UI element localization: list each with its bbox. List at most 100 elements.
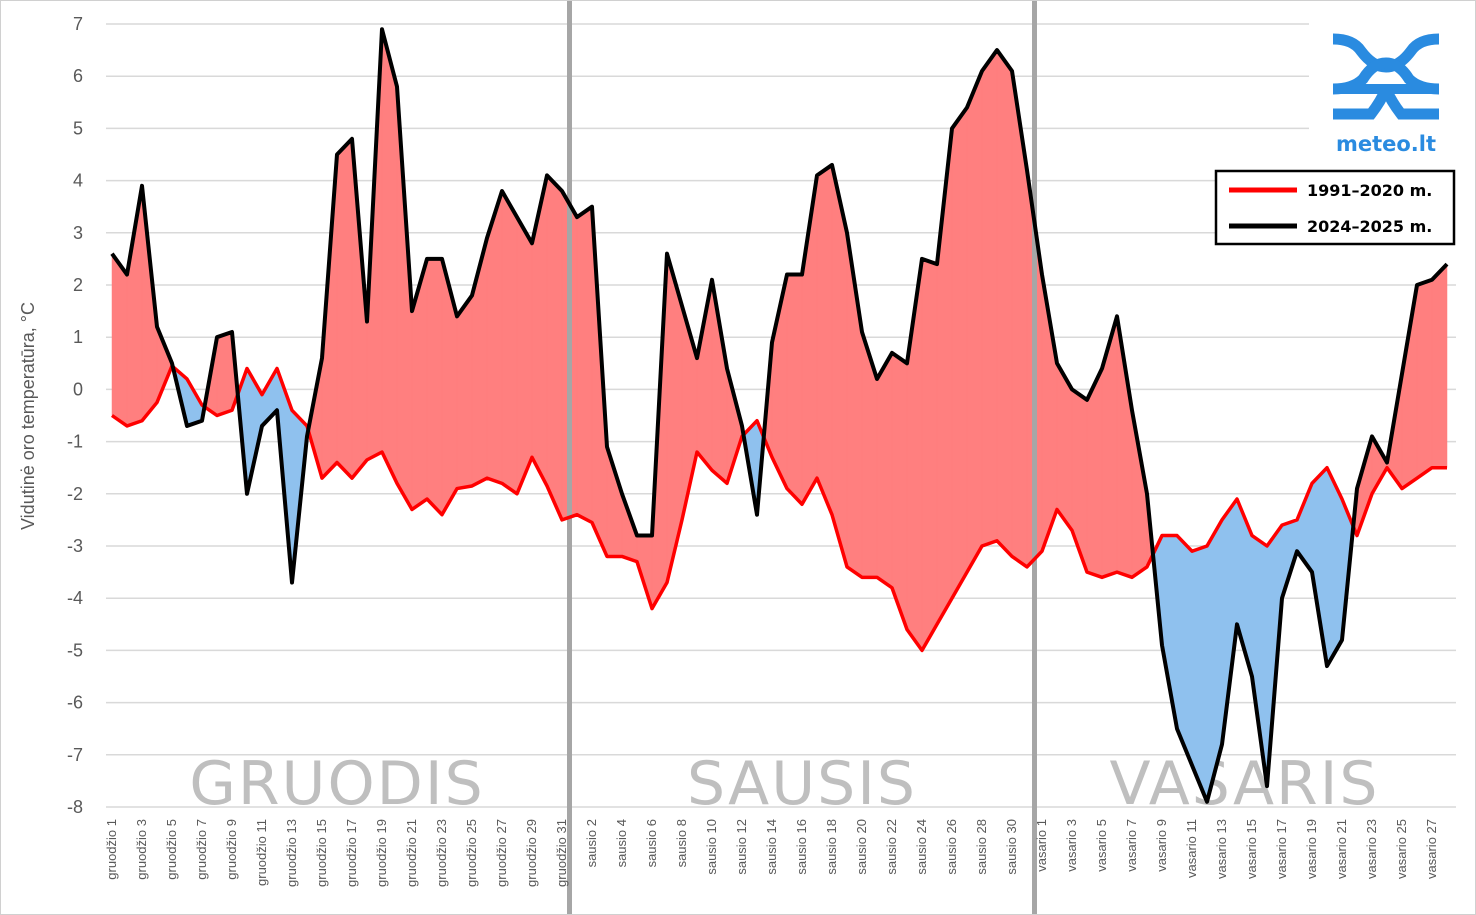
x-tick-label: vasario 7 bbox=[1124, 819, 1139, 872]
fill-segment bbox=[1071, 388, 1088, 573]
fill-segment bbox=[711, 279, 728, 484]
fill-segment bbox=[381, 29, 398, 484]
x-tick-label: vasario 15 bbox=[1244, 819, 1259, 879]
y-axis-label: Vidutinė oro temperatūra, °C bbox=[18, 302, 38, 530]
x-tick-label: vasario 27 bbox=[1424, 819, 1439, 879]
legend: 1991–2020 m. 2024–2025 m. bbox=[1214, 169, 1456, 246]
month-label: SAUSIS bbox=[687, 749, 917, 819]
x-tick-label: sausio 20 bbox=[854, 819, 869, 875]
x-tick-label: sausio 10 bbox=[704, 819, 719, 875]
fill-segment bbox=[1401, 284, 1418, 490]
x-tick-label: vasario 11 bbox=[1184, 819, 1199, 878]
x-tick-label: sausio 8 bbox=[674, 819, 689, 867]
series-line-1991-2020 bbox=[111, 364, 1447, 653]
fill-segment bbox=[576, 206, 593, 523]
x-tick-label: sausio 28 bbox=[974, 819, 989, 875]
x-tick-label: vasario 3 bbox=[1064, 819, 1079, 872]
x-tick-label: gruodžio 3 bbox=[134, 819, 149, 880]
fill-segment bbox=[891, 352, 908, 630]
fill-segment bbox=[606, 446, 623, 557]
y-tick-label: -6 bbox=[67, 693, 83, 713]
fill-segment bbox=[456, 294, 473, 489]
series-lines bbox=[110, 27, 1449, 804]
x-tick-label: gruodžio 25 bbox=[464, 819, 479, 887]
fill-segment bbox=[1371, 435, 1388, 495]
y-tick-label: -8 bbox=[67, 797, 83, 817]
fill-segment bbox=[1431, 263, 1448, 468]
fill-segment bbox=[786, 274, 803, 505]
fill-segment bbox=[726, 368, 743, 484]
x-tick-label: gruodžio 31 bbox=[554, 819, 569, 887]
fill-segment bbox=[996, 49, 1013, 558]
y-tick-label: -7 bbox=[67, 745, 83, 765]
fill-segment bbox=[111, 252, 128, 427]
x-tick-label: gruodžio 1 bbox=[104, 819, 119, 880]
x-axis-ticks: gruodžio 1 gruodžio 3 gruodžio 5 gruodžio 7… bbox=[104, 819, 1439, 887]
legend-label-1991-2020: 1991–2020 m. bbox=[1307, 181, 1432, 200]
y-tick-label: 7 bbox=[73, 14, 83, 34]
fill-segment bbox=[516, 216, 533, 494]
x-tick-label: sausio 30 bbox=[1004, 819, 1019, 875]
x-tick-label: sausio 16 bbox=[794, 819, 809, 875]
fill-segment bbox=[1311, 467, 1328, 667]
x-tick-label: gruodžio 9 bbox=[224, 819, 239, 880]
y-tick-label: 1 bbox=[73, 327, 83, 347]
difference-fill bbox=[111, 29, 1448, 802]
fill-segment bbox=[1191, 545, 1208, 802]
x-tick-label: vasario 1 bbox=[1034, 819, 1049, 872]
x-tick-label: gruodžio 5 bbox=[164, 819, 179, 880]
fill-segment bbox=[951, 106, 968, 600]
series-line-2024-2025 bbox=[110, 27, 1449, 804]
fill-segment bbox=[1131, 410, 1148, 578]
x-tick-label: sausio 24 bbox=[914, 819, 929, 875]
y-tick-label: 6 bbox=[73, 66, 83, 86]
legend-label-2024-2025: 2024–2025 m. bbox=[1307, 217, 1432, 236]
x-tick-label: vasario 17 bbox=[1274, 819, 1289, 879]
y-tick-label: 3 bbox=[73, 223, 83, 243]
x-tick-label: sausio 22 bbox=[884, 819, 899, 875]
month-watermarks: GRUODIS SAUSIS VASARIS bbox=[189, 749, 1380, 819]
logo-text: meteo.lt bbox=[1336, 132, 1436, 156]
x-tick-label: sausio 2 bbox=[584, 819, 599, 867]
x-tick-label: vasario 25 bbox=[1394, 819, 1409, 879]
fill-segment bbox=[156, 326, 173, 403]
x-tick-label: sausio 18 bbox=[824, 819, 839, 875]
month-label: GRUODIS bbox=[189, 749, 484, 819]
x-tick-label: gruodžio 7 bbox=[194, 819, 209, 880]
x-tick-label: gruodžio 21 bbox=[404, 819, 419, 887]
x-tick-label: vasario 21 bbox=[1334, 819, 1349, 879]
fill-segment bbox=[426, 258, 443, 516]
x-tick-label: vasario 23 bbox=[1364, 819, 1379, 879]
x-tick-label: gruodžio 11 bbox=[254, 819, 269, 886]
x-tick-label: gruodžio 23 bbox=[434, 819, 449, 887]
fill-segment bbox=[471, 237, 488, 487]
fill-segment bbox=[981, 49, 998, 547]
y-tick-label: -3 bbox=[67, 536, 83, 556]
y-tick-label: 2 bbox=[73, 275, 83, 295]
fill-segment bbox=[216, 331, 233, 416]
meteo-logo-icon bbox=[1332, 33, 1440, 120]
x-tick-label: gruodžio 17 bbox=[344, 819, 359, 887]
meteo-logo: meteo.lt bbox=[1311, 15, 1461, 165]
month-label: VASARIS bbox=[1110, 749, 1380, 819]
y-axis-ticks: 7 6 5 4 3 2 1 0 -1 -2 -3 -4 -5 -6 -7 -8 bbox=[67, 14, 83, 817]
fill-segment bbox=[501, 190, 518, 495]
y-tick-label: 0 bbox=[73, 379, 83, 399]
y-tick-label: -4 bbox=[67, 588, 83, 608]
x-tick-label: gruodžio 27 bbox=[494, 819, 509, 887]
x-tick-label: sausio 4 bbox=[614, 819, 629, 867]
fill-segment bbox=[816, 164, 833, 515]
fill-segment bbox=[966, 70, 983, 574]
fill-segment bbox=[876, 351, 893, 589]
fill-segment bbox=[336, 138, 353, 479]
x-tick-label: vasario 9 bbox=[1154, 819, 1169, 872]
y-tick-label: -2 bbox=[67, 484, 83, 504]
y-tick-label: -1 bbox=[67, 432, 83, 452]
x-tick-label: gruodžio 29 bbox=[524, 819, 539, 887]
fill-segment bbox=[531, 175, 548, 487]
x-tick-label: vasario 5 bbox=[1094, 819, 1109, 872]
x-tick-label: gruodžio 19 bbox=[374, 819, 389, 887]
y-tick-label: 5 bbox=[73, 118, 83, 138]
